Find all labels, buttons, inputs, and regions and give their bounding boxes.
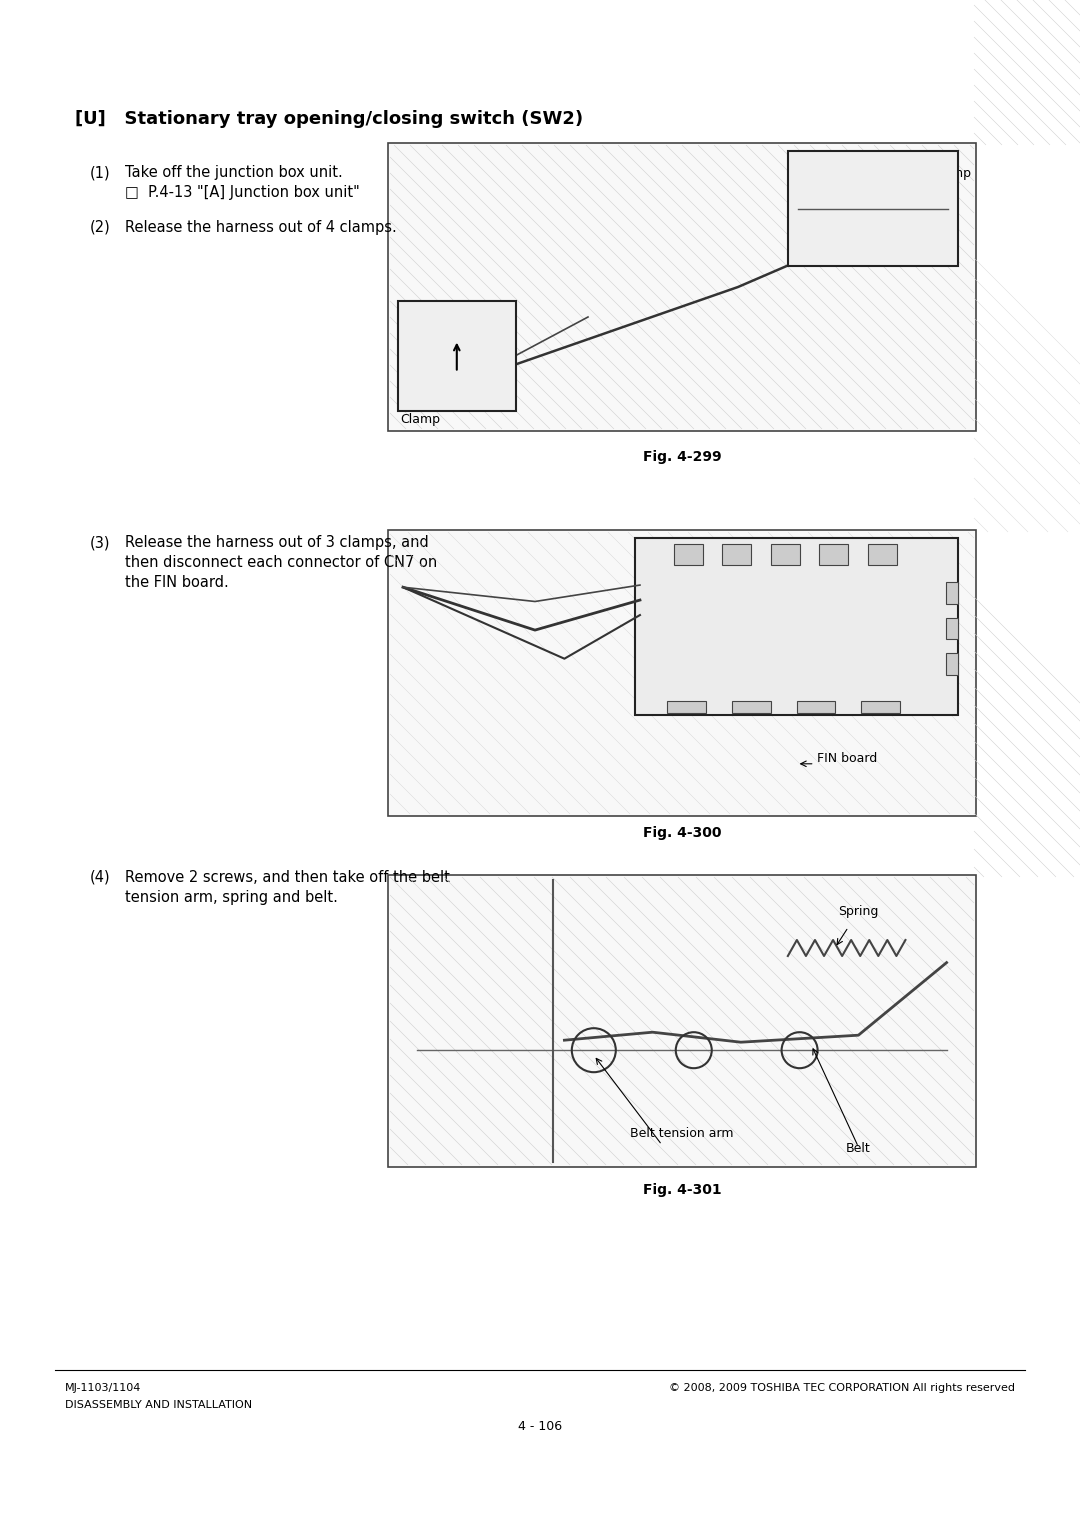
Text: FIN board: FIN board [816, 753, 877, 765]
Bar [399, 301, 515, 411]
Bar [388, 144, 976, 431]
Bar [946, 582, 958, 603]
Bar [820, 544, 849, 565]
Bar [388, 530, 976, 815]
Text: DISASSEMBLY AND INSTALLATION: DISASSEMBLY AND INSTALLATION [65, 1400, 252, 1409]
Text: Remove 2 screws, and then take off the belt: Remove 2 screws, and then take off the b… [125, 870, 450, 886]
Text: Fig. 4-299: Fig. 4-299 [643, 450, 721, 464]
Bar [667, 701, 706, 713]
Bar [946, 618, 958, 640]
Text: (4): (4) [90, 870, 110, 886]
Text: Fig. 4-300: Fig. 4-300 [643, 826, 721, 840]
Bar [868, 544, 896, 565]
Bar [723, 544, 752, 565]
Text: tension arm, spring and belt.: tension arm, spring and belt. [125, 890, 338, 906]
Text: Release the harness out of 4 clamps.: Release the harness out of 4 clamps. [125, 220, 396, 235]
Bar [771, 544, 800, 565]
Bar [946, 654, 958, 675]
Text: Belt: Belt [846, 1142, 870, 1154]
Text: [U]   Stationary tray opening/closing switch (SW2): [U] Stationary tray opening/closing swit… [75, 110, 583, 128]
Text: Belt tension arm: Belt tension arm [631, 1127, 733, 1141]
Bar [797, 701, 836, 713]
Bar [674, 544, 703, 565]
Text: © 2008, 2009 TOSHIBA TEC CORPORATION All rights reserved: © 2008, 2009 TOSHIBA TEC CORPORATION All… [669, 1383, 1015, 1393]
Text: Release the harness out of 3 clamps, and: Release the harness out of 3 clamps, and [125, 534, 429, 550]
Bar [732, 701, 771, 713]
Text: □  P.4-13 "[A] Junction box unit": □ P.4-13 "[A] Junction box unit" [125, 185, 360, 200]
Bar [862, 701, 900, 713]
Text: Clamp: Clamp [400, 412, 440, 426]
Bar [388, 875, 976, 1167]
Text: MJ-1103/1104: MJ-1103/1104 [65, 1383, 141, 1393]
Text: Take off the junction box unit.: Take off the junction box unit. [125, 165, 342, 180]
Bar [635, 538, 958, 715]
Text: Fig. 4-301: Fig. 4-301 [643, 1183, 721, 1197]
Text: 4 - 106: 4 - 106 [518, 1420, 562, 1432]
Text: (2): (2) [90, 220, 111, 235]
Text: (1): (1) [90, 165, 110, 180]
Text: Clamp: Clamp [931, 166, 971, 180]
Text: Spring: Spring [838, 906, 879, 918]
Bar [787, 151, 958, 266]
Text: the FIN board.: the FIN board. [125, 576, 229, 589]
Text: (3): (3) [90, 534, 110, 550]
Text: then disconnect each connector of CN7 on: then disconnect each connector of CN7 on [125, 554, 437, 570]
